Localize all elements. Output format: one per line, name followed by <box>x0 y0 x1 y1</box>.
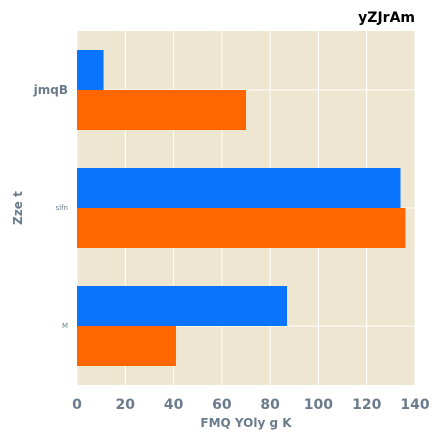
x-tick-label: 80 <box>260 397 280 413</box>
bar <box>77 208 406 248</box>
y-tick-label: jmqB <box>33 83 68 97</box>
y-tick-label: slfn <box>56 204 69 212</box>
x-tick-label: 0 <box>72 397 82 413</box>
chart-title: yZJrAm <box>358 10 415 26</box>
x-tick-label: 60 <box>212 397 232 413</box>
bar <box>77 50 104 90</box>
x-tick-label: 140 <box>400 397 429 413</box>
x-tick-label: 120 <box>352 397 381 413</box>
x-axis-ticks: 0 20 40 60 80 100 120 140 <box>72 397 430 413</box>
x-tick-label: 100 <box>304 397 333 413</box>
y-axis-ticks: jmqB slfn M <box>33 83 68 330</box>
bars <box>77 50 406 366</box>
x-axis-label: FMQ YOly g K <box>200 416 292 430</box>
bar <box>77 326 176 366</box>
bar <box>77 286 288 326</box>
x-tick-label: 40 <box>164 397 184 413</box>
y-axis-label: Zze t <box>11 191 25 225</box>
bar <box>77 90 246 130</box>
bar <box>77 168 401 208</box>
x-tick-label: 20 <box>116 397 136 413</box>
y-tick-label: M <box>62 322 68 330</box>
